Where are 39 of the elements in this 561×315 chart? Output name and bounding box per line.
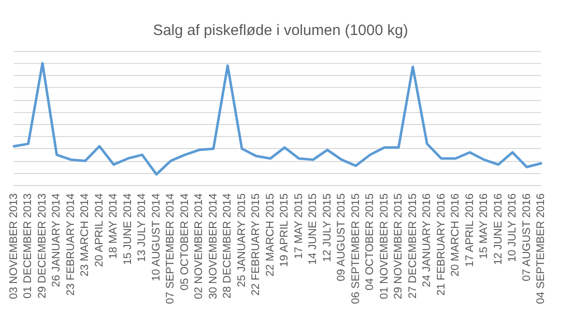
x-tick-label: 23 MARCH 2014 <box>79 193 92 276</box>
x-tick-label: 24 JANUARY 2016 <box>421 193 434 288</box>
x-tick-label: 09 AUGUST 2015 <box>336 193 348 282</box>
chart-title: Salg af piskefløde i volumen (1000 kg) <box>152 22 408 39</box>
x-tick-label: 29 NOVEMBER 2015 <box>392 193 405 300</box>
x-tick-label: 10 JULY 2016 <box>506 193 519 262</box>
x-tick-label: 26 JANUARY 2014 <box>50 193 63 288</box>
x-tick-label: 23 FEBRUARY 2014 <box>64 193 77 296</box>
x-tick-label: 12 JUNE 2016 <box>492 193 504 265</box>
x-tick-label: 10 AUGUST 2014 <box>150 193 162 282</box>
x-tick-label: 05 OCTOBER 2014 <box>178 193 191 290</box>
x-tick-label: 25 JANUARY 2015 <box>236 193 248 288</box>
x-tick-label: 04 OCTOBER 2015 <box>364 193 376 290</box>
x-tick-label: 01 NOVEMBER 2015 <box>378 193 390 300</box>
x-tick-label: 01 DECEMBER 2013 <box>22 193 34 299</box>
x-tick-label: 22 FEBRUARY 2015 <box>250 193 262 296</box>
x-tick-label: 28 DECEMBER 2014 <box>222 193 234 299</box>
x-tick-label: 20 MARCH 2016 <box>450 193 462 276</box>
x-tick-label: 21 FEBRUARY 2016 <box>435 193 448 296</box>
x-tick-label: 14 JUNE 2015 <box>307 193 320 265</box>
x-tick-label: 17 APRIL 2016 <box>464 193 476 267</box>
x-tick-label: 13 JULY 2014 <box>136 193 148 262</box>
x-tick-label: 07 AUGUST 2016 <box>520 193 533 282</box>
x-tick-label: 22 MARCH 2015 <box>264 193 276 276</box>
x-tick-label: 02 NOVEMBER 2014 <box>193 193 206 300</box>
x-tick-label: 03 NOVEMBER 2013 <box>8 193 20 300</box>
x-tick-label: 17 MAY 2015 <box>292 193 305 259</box>
x-tick-label: 04 SEPTEMBER 2016 <box>535 193 547 304</box>
x-tick-label: 29 DECEMBER 2013 <box>36 193 48 299</box>
x-tick-label: 30 NOVEMBER 2014 <box>207 193 220 300</box>
x-tick-label: 06 SEPTEMBER 2015 <box>350 193 362 304</box>
x-tick-label: 15 JUNE 2014 <box>122 193 134 265</box>
x-tick-label: 27 DECEMBER 2015 <box>406 193 419 299</box>
x-tick-label: 12 JULY 2015 <box>321 193 334 262</box>
x-tick-label: 18 MAY 2014 <box>108 193 120 259</box>
x-tick-label: 20 APRIL 2014 <box>93 193 106 267</box>
x-tick-label: 19 APRIL 2015 <box>278 193 291 267</box>
x-tick-label: 15 MAY 2016 <box>478 193 490 259</box>
x-tick-label: 07 SEPTEMBER 2014 <box>164 193 177 304</box>
